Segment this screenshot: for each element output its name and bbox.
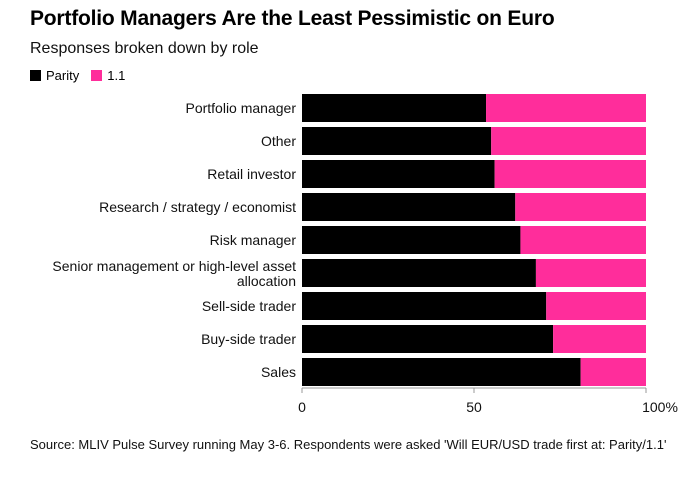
legend-swatch-1-1: [91, 70, 103, 81]
legend-label-1-1: 1.1: [107, 68, 126, 83]
category-label-0: Portfolio manager: [185, 100, 296, 116]
legend-swatch-parity: [30, 70, 41, 81]
bar-parity-7: [302, 325, 554, 353]
bar-parity-5: [302, 259, 536, 287]
bar-parity-0: [302, 94, 487, 122]
category-label-8: Sales: [261, 364, 296, 380]
bar-parity-3: [302, 193, 516, 221]
x-tick-label-1: 50: [466, 399, 482, 415]
bar-1-1-3: [515, 193, 646, 221]
chart-title: Portfolio Managers Are the Least Pessimi…: [30, 7, 555, 30]
bar-1-1-8: [580, 358, 646, 386]
legend-item-parity: Parity: [30, 68, 79, 83]
bar-1-1-1: [491, 127, 646, 155]
bar-parity-1: [302, 127, 492, 155]
bar-parity-4: [302, 226, 521, 254]
legend: Parity 1.1: [30, 68, 137, 83]
category-label-3: Research / strategy / economist: [99, 199, 296, 215]
category-label-2: Retail investor: [207, 166, 296, 182]
category-label-6: Sell-side trader: [202, 298, 296, 314]
bar-1-1-6: [546, 292, 646, 320]
legend-item-1-1: 1.1: [91, 68, 125, 83]
bar-parity-8: [302, 358, 581, 386]
category-label-1: Other: [261, 133, 296, 149]
source-note: Source: MLIV Pulse Survey running May 3-…: [30, 437, 667, 452]
bar-1-1-4: [520, 226, 646, 254]
bar-1-1-7: [553, 325, 646, 353]
bar-parity-6: [302, 292, 547, 320]
category-label-4: Risk manager: [210, 232, 297, 248]
bar-parity-2: [302, 160, 495, 188]
bar-1-1-5: [535, 259, 646, 287]
bar-1-1-2: [494, 160, 646, 188]
chart-subtitle: Responses broken down by role: [30, 40, 259, 57]
bar-1-1-0: [486, 94, 646, 122]
x-tick-label-2: 100%: [642, 399, 678, 415]
category-label-7: Buy-side trader: [201, 331, 296, 347]
legend-label-parity: Parity: [46, 68, 80, 83]
x-tick-label-0: 0: [298, 399, 306, 415]
category-label-5: Senior management or high-level asset all…: [52, 258, 296, 289]
